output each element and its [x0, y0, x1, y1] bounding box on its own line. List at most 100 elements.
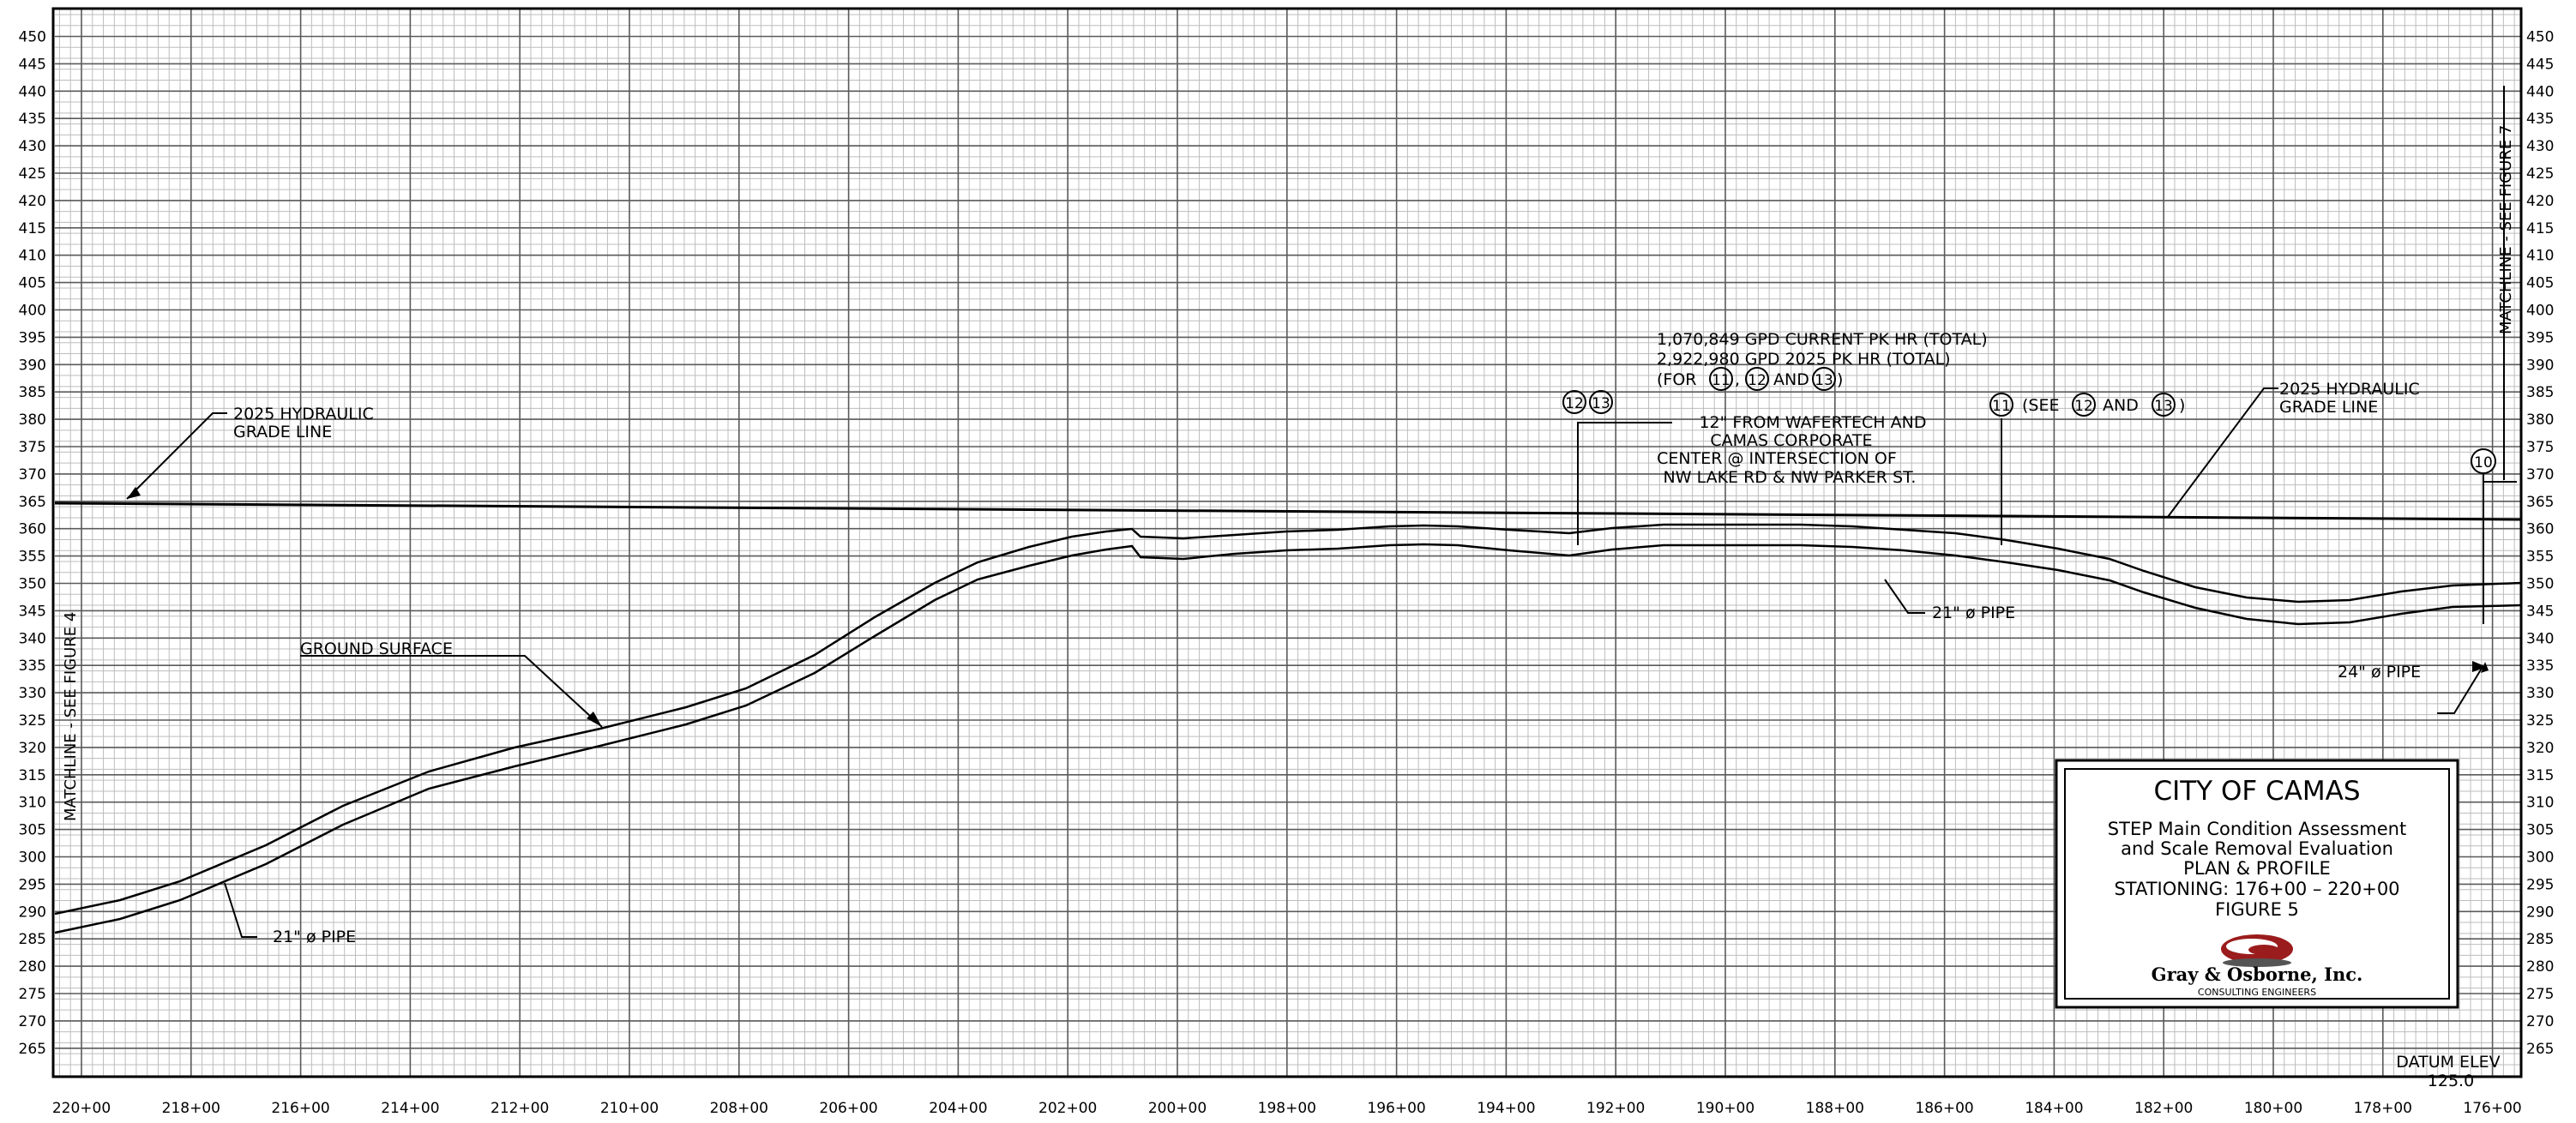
- elevation-label: 440: [19, 83, 46, 100]
- elevation-label: 445: [19, 56, 46, 73]
- elevation-label: 440: [2526, 83, 2554, 100]
- callout-12-circle: [1745, 367, 1769, 391]
- pipe-mid-label: 21" ø PIPE: [1932, 604, 2015, 622]
- elevation-label: 285: [2526, 931, 2554, 948]
- station-label: 196+00: [1367, 1100, 1425, 1117]
- station-label: 204+00: [929, 1100, 987, 1117]
- flow-note: 1,070,849 GPD CURRENT PK HR (TOTAL) 2,92…: [1657, 330, 1993, 369]
- elevation-label: 315: [2526, 767, 2554, 784]
- station-label: 182+00: [2134, 1100, 2193, 1117]
- elevation-label: 330: [2526, 685, 2554, 702]
- station-label: 216+00: [271, 1100, 329, 1117]
- elevation-label: 405: [19, 275, 46, 292]
- station-label: 206+00: [819, 1100, 877, 1117]
- see-close: ): [2179, 396, 2185, 415]
- station-label: 220+00: [52, 1100, 111, 1117]
- callout-13-circle: [1589, 390, 1613, 414]
- elevation-label: 340: [2526, 630, 2554, 647]
- hydraulic-grade-line: [54, 501, 2522, 521]
- elevation-label: 395: [19, 329, 46, 346]
- elevation-label: 450: [19, 29, 46, 46]
- elevation-label: 430: [2526, 138, 2554, 155]
- elevation-axis-left: 450 445 440 435 430 425 420 415 410 405 400 395 390 3…: [19, 29, 46, 1058]
- leader-lines: [126, 86, 2517, 938]
- elevation-label: 350: [2526, 576, 2554, 593]
- station-label: 190+00: [1696, 1100, 1754, 1117]
- callout-12-text: 12: [1565, 395, 1584, 412]
- elevation-label: 335: [19, 658, 46, 675]
- flow-for-comma: ,: [1735, 370, 1740, 389]
- station-label: 178+00: [2354, 1100, 2412, 1117]
- callout-13-text: 13: [2154, 398, 2173, 415]
- callout-10-text: 10: [2474, 454, 2493, 471]
- station-label: 186+00: [1915, 1100, 1973, 1117]
- elevation-label: 380: [2526, 411, 2554, 429]
- elevation-label: 390: [2526, 357, 2554, 374]
- elevation-label: 295: [2526, 876, 2554, 893]
- elevation-label: 275: [19, 986, 46, 1003]
- flow-for-prefix: (FOR: [1657, 370, 1697, 389]
- station-label: 176+00: [2463, 1100, 2521, 1117]
- elevation-label: 390: [19, 357, 46, 374]
- elevation-label: 385: [2526, 384, 2554, 401]
- elevation-label: 335: [2526, 658, 2554, 675]
- flow-for-close: ): [1837, 370, 1843, 389]
- elevation-label: 310: [19, 795, 46, 812]
- elevation-label: 300: [2526, 850, 2554, 867]
- elevation-label: 410: [19, 248, 46, 265]
- station-label: 184+00: [2025, 1100, 2083, 1117]
- see-prefix: (SEE: [2022, 396, 2059, 415]
- callout-10-circle: [2471, 448, 2496, 474]
- elevation-label: 340: [19, 630, 46, 647]
- hgl-right-label: 2025 HYDRAULIC GRADE LINE: [2279, 380, 2425, 417]
- elevation-label: 405: [2526, 275, 2554, 292]
- elevation-label: 410: [2526, 248, 2554, 265]
- title-block-company-sub: CONSULTING ENGINEERS: [2197, 987, 2317, 998]
- elevation-label: 370: [2526, 466, 2554, 483]
- title-block-line: STATIONING: 176+00 – 220+00: [2114, 879, 2400, 899]
- elevation-label: 305: [2526, 822, 2554, 839]
- title-block-line: PLAN & PROFILE: [2183, 858, 2331, 879]
- matchline-left-label: MATCHLINE - SEE FIGURE 4: [62, 612, 80, 821]
- callout-12-text: 12: [2074, 398, 2093, 415]
- elevation-label: 350: [19, 576, 46, 593]
- see-and: AND: [2103, 396, 2139, 415]
- elevation-label: 315: [19, 767, 46, 784]
- elevation-label: 325: [19, 712, 46, 730]
- elevation-label: 395: [2526, 329, 2554, 346]
- title-block-line: and Scale Removal Evaluation: [2121, 838, 2393, 859]
- elevation-label: 400: [2526, 303, 2554, 320]
- station-label: 180+00: [2244, 1100, 2302, 1117]
- elevation-label: 435: [19, 111, 46, 128]
- title-block-line: FIGURE 5: [2215, 899, 2299, 920]
- callout-12-circle: [1562, 390, 1586, 414]
- callout-11-circle: [1709, 367, 1733, 391]
- elevation-label: 355: [2526, 549, 2554, 566]
- elevation-label: 275: [2526, 986, 2554, 1003]
- station-label: 194+00: [1477, 1100, 1535, 1117]
- elevation-label: 360: [19, 521, 46, 538]
- station-label: 202+00: [1038, 1100, 1097, 1117]
- elevation-label: 280: [19, 958, 46, 976]
- callout-13-circle: [1812, 367, 1836, 391]
- title-block-company: Gray & Osborne, Inc.: [2151, 964, 2363, 985]
- callout-11-circle: [1989, 393, 2013, 417]
- station-label: 218+00: [162, 1100, 220, 1117]
- elevation-label: 435: [2526, 111, 2554, 128]
- title-block-line: STEP Main Condition Assessment: [2107, 819, 2407, 839]
- title-block: [2055, 759, 2459, 1009]
- ground-surface-line: [54, 523, 2522, 916]
- company-logo-icon: [2221, 934, 2293, 967]
- pipe-left-label: 21" ø PIPE: [273, 928, 356, 946]
- elevation-label: 420: [19, 193, 46, 210]
- elevation-label: 425: [19, 165, 46, 183]
- elevation-label: 270: [19, 1013, 46, 1030]
- elevation-label: 370: [19, 466, 46, 483]
- station-label: 210+00: [600, 1100, 659, 1117]
- elevation-label: 385: [19, 384, 46, 401]
- elevation-label: 280: [2526, 958, 2554, 976]
- drawing-frame: [51, 7, 2523, 1078]
- elevation-label: 425: [2526, 165, 2554, 183]
- callout-12-circle: [2072, 393, 2096, 417]
- datum-elevation-label: DATUM ELEV 125.0: [2396, 1053, 2505, 1090]
